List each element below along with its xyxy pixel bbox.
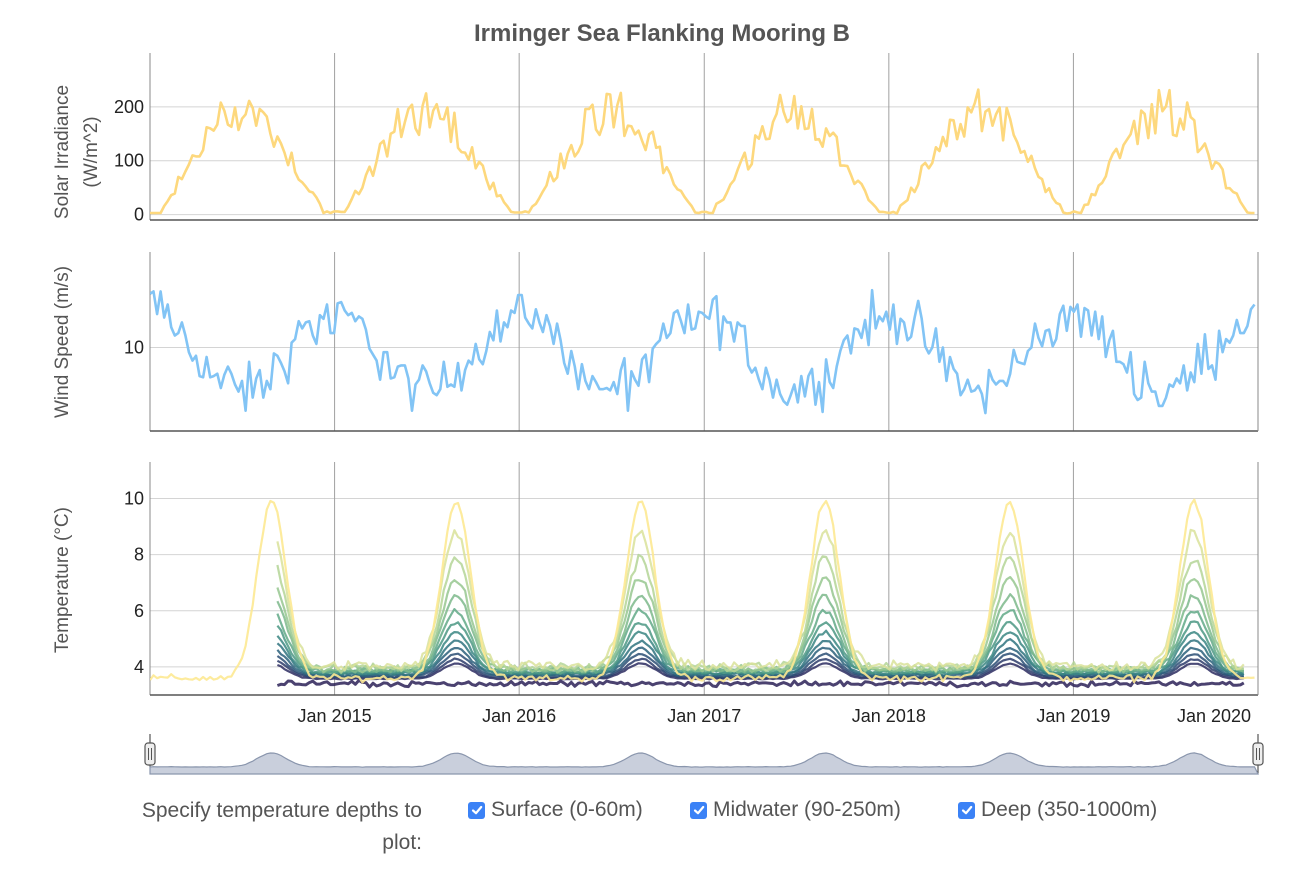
check-icon — [468, 801, 485, 819]
solar-panel: 0 100 200 — [114, 53, 1259, 225]
midwater-checkbox[interactable]: Midwater (90-250m) — [690, 798, 901, 822]
depth-controls: Specify temperature depths to plot: Surf… — [0, 790, 1310, 870]
temperature-ylabel: Temperature (°C) — [52, 507, 73, 653]
temperature-series-line — [276, 575, 1244, 675]
x-tick-label: Jan 2016 — [482, 706, 556, 726]
x-tick-label: Jan 2018 — [852, 706, 926, 726]
depth-controls-label-line2: plot: — [382, 831, 422, 854]
depth-controls-label-line1: Specify temperature depths to — [141, 799, 422, 822]
check-icon — [958, 801, 975, 819]
range-handle-grip[interactable] — [144, 742, 156, 766]
temperature-series-line — [276, 646, 1244, 678]
temperature-series-line — [276, 528, 1245, 673]
deep-checkbox-label: Deep (350-1000m) — [981, 798, 1158, 821]
temperature-series-line — [276, 593, 1245, 674]
x-tick-label: Jan 2015 — [298, 706, 372, 726]
y-tick-label: 10 — [124, 337, 144, 357]
surface-checkbox-label: Surface (0-60m) — [491, 798, 643, 821]
surface-checkbox[interactable]: Surface (0-60m) — [468, 798, 643, 822]
solar-series-line — [150, 88, 1255, 215]
y-tick-label: 4 — [134, 657, 144, 677]
wind-panel: 10 — [124, 252, 1259, 432]
y-tick-label: 10 — [124, 488, 144, 508]
check-icon — [690, 801, 707, 819]
temperature-series-line — [150, 498, 1255, 684]
range-handle-left[interactable] — [144, 742, 156, 766]
range-handle-right[interactable] — [1252, 742, 1264, 766]
range-handle-grip[interactable] — [1252, 742, 1264, 766]
solar-ylabel-line1: Solar Irradiance — [52, 85, 73, 219]
chart-title: Irminger Sea Flanking Mooring B — [474, 20, 850, 47]
y-tick-label: 200 — [114, 97, 144, 117]
y-tick-label: 0 — [134, 205, 144, 225]
x-tick-label: Jan 2019 — [1036, 706, 1110, 726]
midwater-checkbox-label: Midwater (90-250m) — [713, 798, 901, 821]
solar-ylabel-line2: (W/m^2) — [81, 116, 102, 187]
range-overview-area — [149, 752, 1259, 775]
x-tick-label: Jan 2017 — [667, 706, 741, 726]
y-tick-label: 100 — [114, 151, 144, 171]
temperature-series-line — [276, 553, 1244, 674]
temperature-panel: 4 6 8 10 Jan 2015 Jan 2016 Jan 2017 Jan 2018 Jan… — [124, 462, 1259, 726]
temperature-series-line — [276, 678, 1245, 689]
wind-series-line — [150, 288, 1256, 415]
deep-checkbox[interactable]: Deep (350-1000m) — [958, 798, 1157, 822]
depth-controls-label: Specify temperature depths to plot: — [60, 795, 422, 859]
y-tick-label: 8 — [134, 545, 144, 565]
chart-figure: Irminger Sea Flanking Mooring B 0100200 … — [52, 20, 1264, 775]
wind-ylabel: Wind Speed (m/s) — [52, 266, 73, 418]
y-tick-label: 6 — [134, 601, 144, 621]
range-selector[interactable] — [144, 734, 1264, 775]
x-tick-label: Jan 2020 — [1177, 706, 1251, 726]
